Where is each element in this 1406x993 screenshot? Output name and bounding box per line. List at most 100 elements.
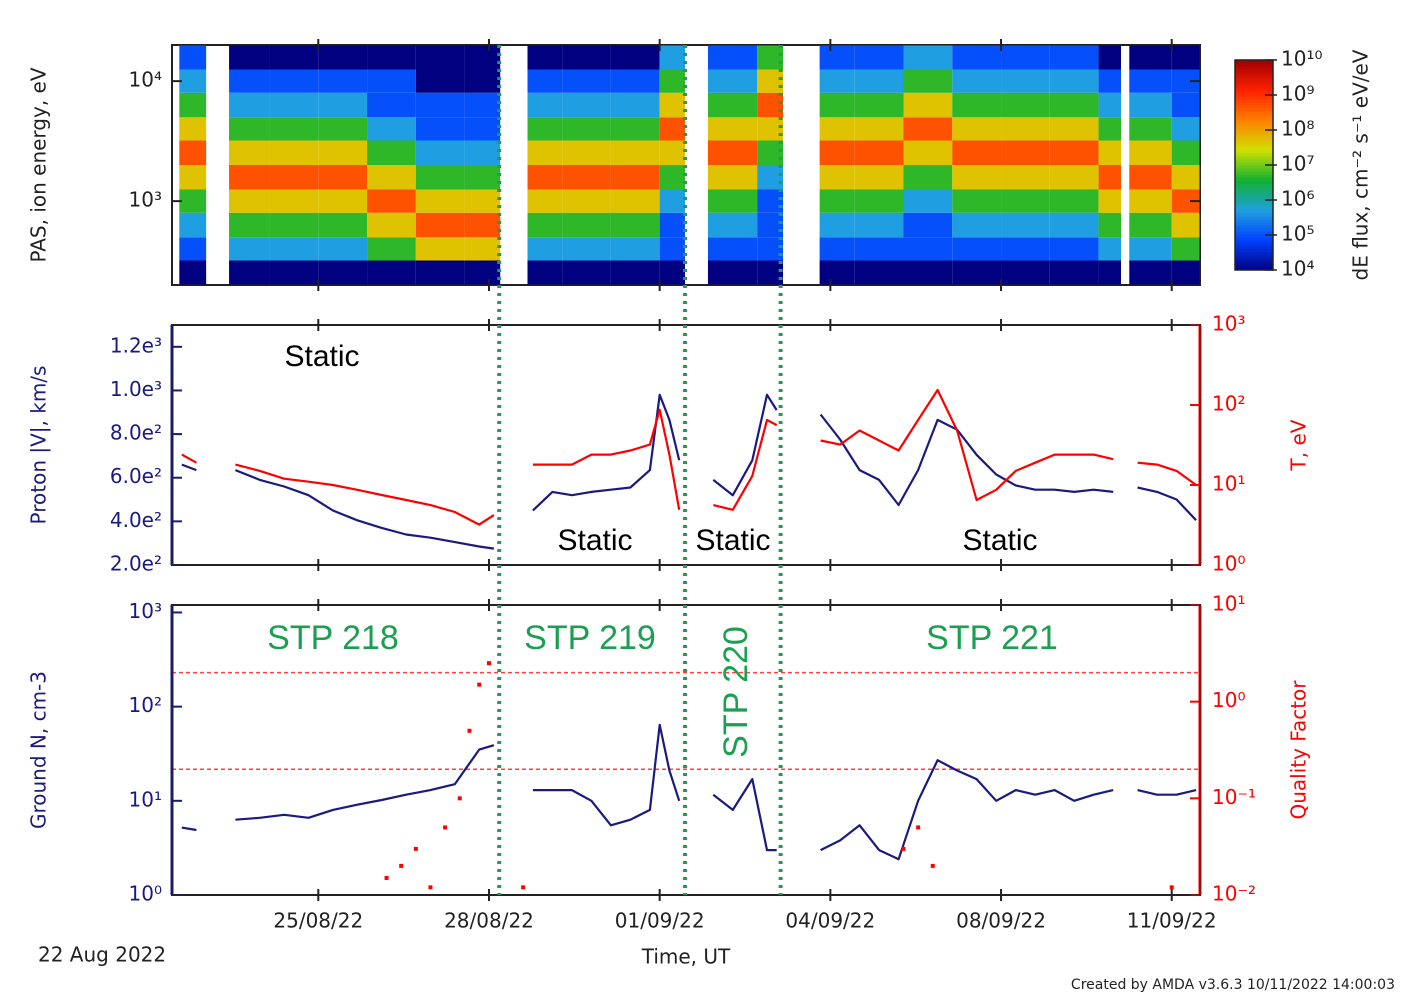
spectrogram-cell xyxy=(367,237,416,261)
colorbar-slice xyxy=(1235,105,1273,109)
spectrogram-cell xyxy=(707,117,758,141)
spectrogram-cell xyxy=(269,45,319,70)
y-axis-label: Ground N, cm-3 xyxy=(27,671,51,829)
colorbar-slice xyxy=(1235,255,1273,259)
spectrogram-cell xyxy=(903,237,953,261)
colorbar-slice xyxy=(1235,222,1273,226)
spectrogram-cell xyxy=(757,69,784,93)
annotation: STP 221 xyxy=(926,619,1058,657)
spectrogram-cell xyxy=(318,260,368,285)
annotation: Static xyxy=(284,340,359,373)
colorbar-slice xyxy=(1235,84,1273,88)
colorbar-slice xyxy=(1235,129,1273,133)
spectrogram-cell xyxy=(854,189,904,213)
quality-point xyxy=(521,885,526,890)
spectrogram-cell xyxy=(464,237,501,261)
y-tick-label: 10³ xyxy=(129,599,162,623)
spectrogram-cell xyxy=(757,189,784,213)
spectrogram-cell xyxy=(1098,92,1121,118)
y-tick-label: 10¹ xyxy=(1212,592,1245,616)
colorbar-tick-label: 10⁸ xyxy=(1281,117,1314,141)
spectrogram-cell xyxy=(1129,165,1172,190)
colorbar-slice xyxy=(1235,231,1273,235)
spectrogram-cell xyxy=(527,189,563,213)
spectrogram-cell xyxy=(1129,69,1172,93)
x-tick-label: 08/09/22 xyxy=(956,909,1046,933)
spectrogram-cell xyxy=(269,69,319,93)
quality-point xyxy=(916,825,921,830)
spectrogram-cell xyxy=(1129,237,1172,261)
spectrogram-cell xyxy=(610,237,660,261)
colorbar-slice xyxy=(1235,141,1273,145)
spectrogram-cell xyxy=(757,212,784,238)
colorbar-slice xyxy=(1235,207,1273,211)
colorbar-slice xyxy=(1235,267,1273,271)
colorbar-slice xyxy=(1235,66,1273,70)
colorbar-slice xyxy=(1235,243,1273,247)
spectrogram-cell xyxy=(318,117,368,141)
spectrogram-cell xyxy=(1129,92,1172,118)
y2-axis-label: Quality Factor xyxy=(1287,680,1311,820)
spectrogram-cell xyxy=(1049,260,1099,285)
spectrogram-cell xyxy=(1001,69,1050,93)
spectrogram-cell xyxy=(562,140,611,165)
colorbar-slice xyxy=(1235,102,1273,106)
spectrogram-cell xyxy=(707,237,758,261)
spectrogram-cell xyxy=(659,189,686,213)
quality-point xyxy=(1169,885,1174,890)
y-tick-label: 10⁰ xyxy=(1212,688,1245,712)
spectrogram-cell xyxy=(1171,260,1200,285)
spectrogram-cell xyxy=(367,260,416,285)
colorbar-slice xyxy=(1235,264,1273,268)
colorbar-slice xyxy=(1235,162,1273,166)
colorbar-slice xyxy=(1235,108,1273,112)
colorbar-slice xyxy=(1235,192,1273,196)
colorbar-slice xyxy=(1235,156,1273,160)
colorbar-slice xyxy=(1235,195,1273,199)
spectrogram-cell xyxy=(757,117,784,141)
colorbar-label: dE flux, cm⁻² s⁻¹ eV/eV xyxy=(1349,49,1373,280)
spectrogram-cell xyxy=(903,117,953,141)
spectrogram-cell xyxy=(464,140,501,165)
spectrogram-cell xyxy=(659,165,686,190)
series-line xyxy=(181,388,1197,526)
quality-point xyxy=(428,885,433,890)
annotation: Static xyxy=(695,524,770,557)
spectrogram-cell xyxy=(269,92,319,118)
colorbar-slice xyxy=(1235,237,1273,241)
spectrogram-cell xyxy=(707,189,758,213)
colorbar-slice xyxy=(1235,93,1273,97)
spectrogram-cell xyxy=(1098,140,1121,165)
spectrogram-cell xyxy=(952,260,1002,285)
spectrogram-cell xyxy=(952,92,1002,118)
y-tick-label: 10⁴ xyxy=(129,68,162,92)
spectrogram-cell xyxy=(464,189,501,213)
spectrogram-cell xyxy=(415,92,465,118)
y-tick-label: 10³ xyxy=(129,188,162,212)
spectrogram-cell xyxy=(903,165,953,190)
spectrogram-cell xyxy=(610,45,660,70)
colorbar-slice xyxy=(1235,150,1273,154)
colorbar-slice xyxy=(1235,81,1273,85)
spectrogram-cell xyxy=(707,212,758,238)
y-tick-label: 10⁰ xyxy=(129,882,162,906)
spectrogram-cell xyxy=(527,260,563,285)
spectrogram-cell xyxy=(952,189,1002,213)
spectrogram-cell xyxy=(179,45,207,70)
spectrogram-cell xyxy=(819,92,855,118)
spectrogram-cell xyxy=(1049,165,1099,190)
colorbar-tick-label: 10⁶ xyxy=(1281,187,1314,211)
y-tick-label: 10² xyxy=(1212,392,1245,416)
spectrogram-cell xyxy=(318,212,368,238)
spectrogram-cell xyxy=(367,165,416,190)
spectrogram-cell xyxy=(269,212,319,238)
spectrogram-cell xyxy=(1098,117,1121,141)
spectrogram-cell xyxy=(659,237,686,261)
spectrogram-cell xyxy=(179,140,207,165)
spectrogram-cell xyxy=(854,92,904,118)
spectrogram-cell xyxy=(318,189,368,213)
spectrogram-cell xyxy=(415,260,465,285)
colorbar-slice xyxy=(1235,249,1273,253)
quality-point xyxy=(399,863,404,868)
spectrogram-cell xyxy=(1049,237,1099,261)
